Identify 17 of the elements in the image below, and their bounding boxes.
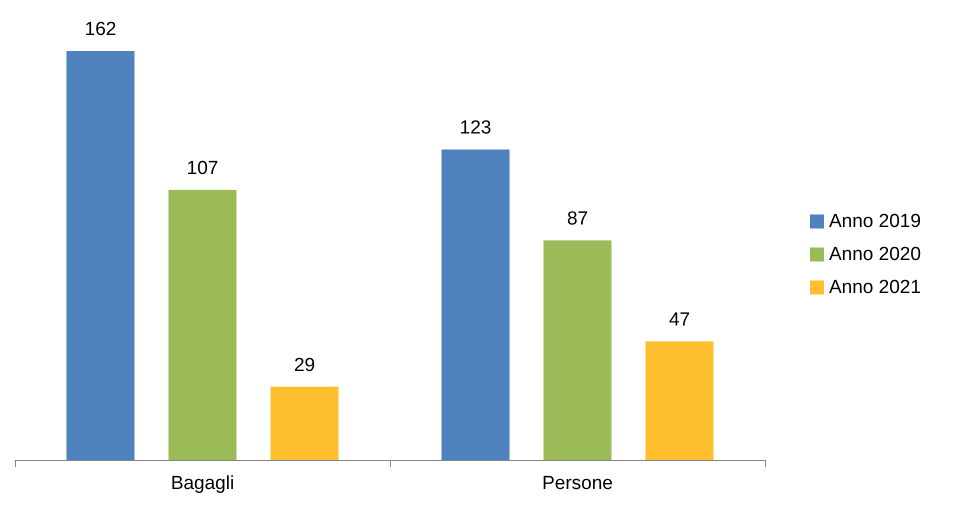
data-label: 87: [566, 208, 588, 230]
legend-label: Anno 2020: [829, 244, 921, 265]
legend-label: Anno 2021: [829, 277, 921, 298]
data-label: 47: [668, 309, 690, 330]
bar: [66, 51, 134, 460]
data-label: 29: [294, 354, 316, 376]
bar: [646, 341, 714, 460]
bar: [168, 190, 236, 460]
bar: [442, 149, 510, 460]
x-tick-label: Bagagli: [170, 473, 234, 494]
data-label: 107: [186, 158, 218, 179]
data-label: 123: [460, 117, 492, 138]
x-tick-label: Persone: [542, 473, 613, 494]
bar: [544, 240, 612, 460]
data-label: 162: [84, 19, 116, 40]
legend-label: Anno 2019: [829, 211, 921, 232]
bar: [270, 386, 338, 460]
